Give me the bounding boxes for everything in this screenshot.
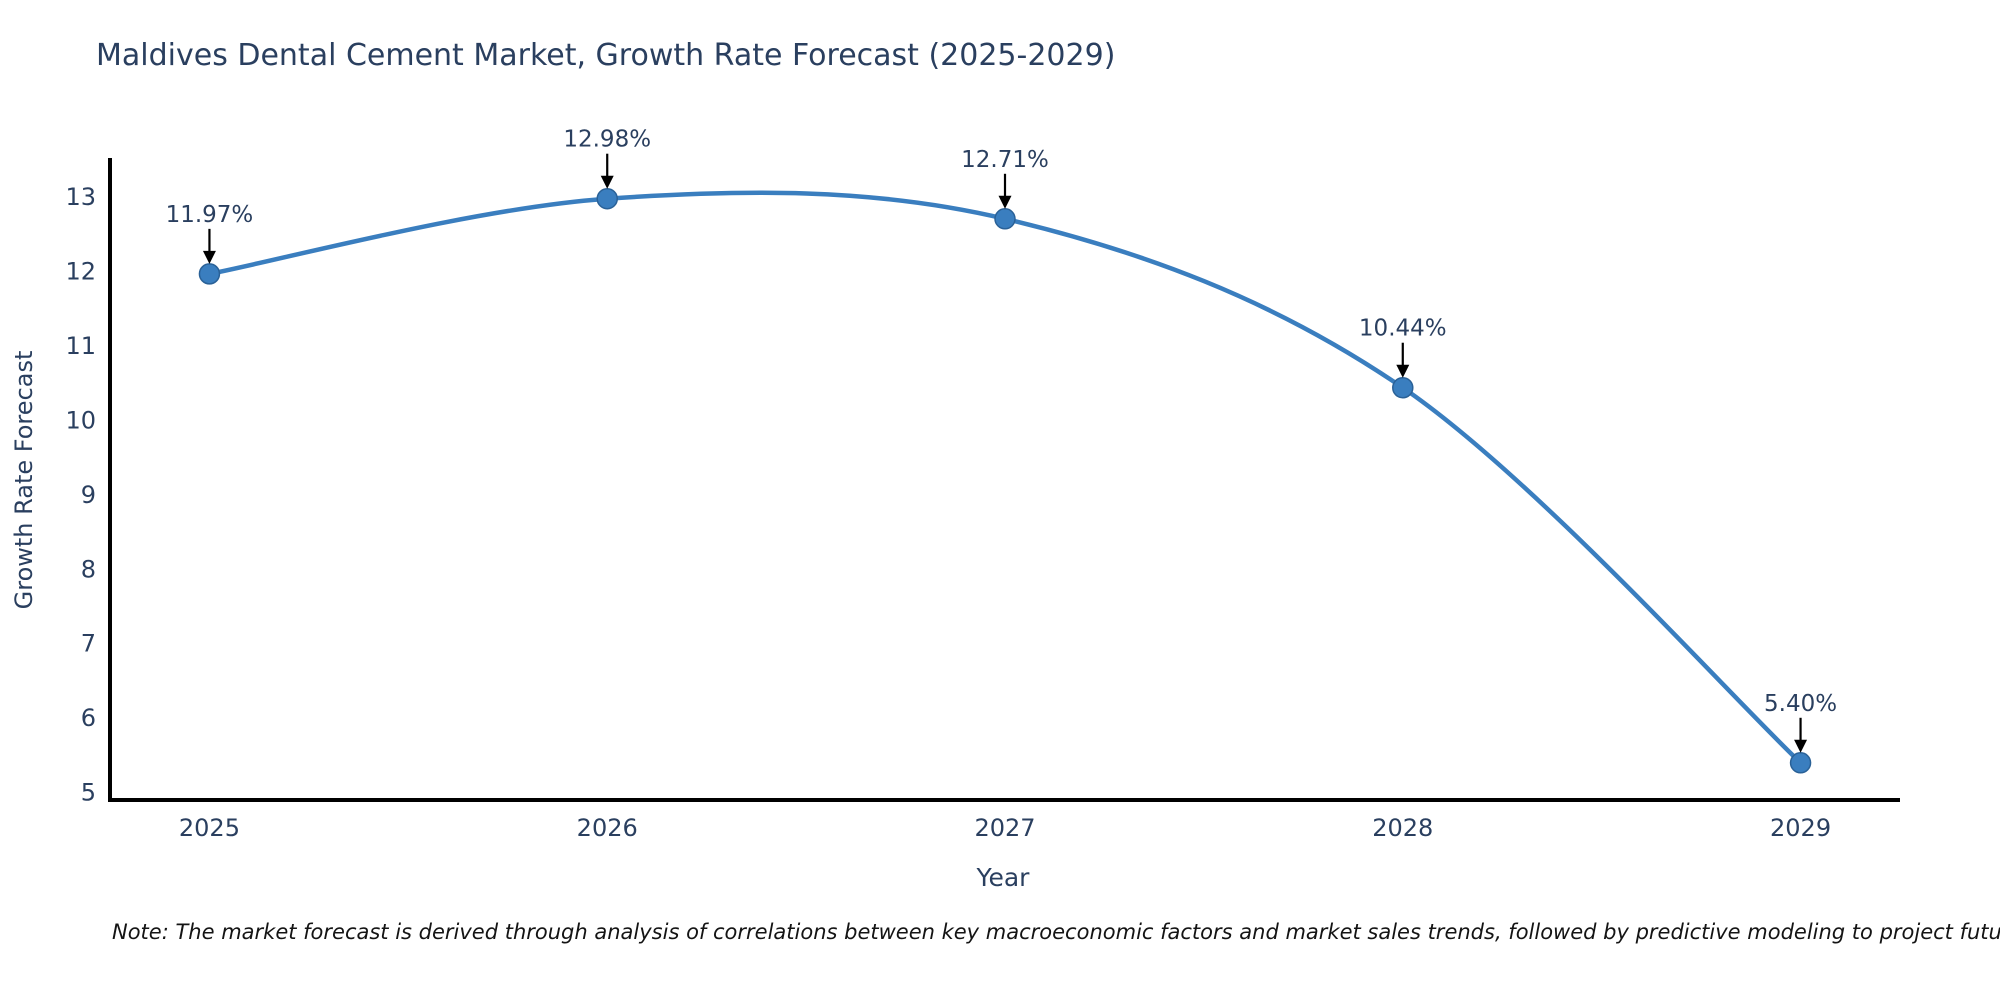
footnote: Note: The market forecast is derived thr… — [112, 920, 2000, 944]
y-tick-label: 5 — [81, 779, 96, 807]
x-tick-label: 2028 — [1372, 814, 1433, 842]
y-tick-label: 11 — [65, 332, 96, 360]
y-tick-label: 6 — [81, 704, 96, 732]
x-tick-label: 2025 — [179, 814, 240, 842]
annotation-arrowhead — [1794, 739, 1808, 753]
annotation-arrowhead — [998, 195, 1012, 209]
data-point-marker — [198, 263, 221, 285]
annotation-label: 12.71% — [961, 147, 1049, 173]
annotation-label: 12.98% — [563, 127, 651, 153]
y-tick-label: 8 — [81, 555, 96, 583]
x-axis-title: Year — [976, 863, 1031, 892]
data-point-marker — [1789, 752, 1812, 774]
y-tick-label: 13 — [65, 183, 96, 211]
annotation-arrowhead — [1396, 364, 1410, 378]
y-tick-label: 9 — [81, 481, 96, 509]
data-point-marker — [994, 208, 1016, 230]
y-axis-title: Growth Rate Forecast — [10, 351, 38, 610]
annotation-label: 11.97% — [166, 202, 254, 228]
x-tick-label: 2026 — [577, 814, 638, 842]
annotation-label: 5.40% — [1764, 691, 1837, 717]
x-tick-label: 2027 — [974, 814, 1035, 842]
trend-line — [207, 190, 1803, 766]
y-tick-label: 10 — [65, 406, 96, 434]
data-point-marker — [1392, 376, 1414, 399]
annotation-label: 10.44% — [1359, 316, 1447, 342]
annotation-arrowhead — [600, 175, 614, 189]
data-point-marker — [596, 187, 618, 210]
chart-title: Maldives Dental Cement Market, Growth Ra… — [96, 38, 1116, 73]
x-tick-label: 2029 — [1770, 814, 1831, 842]
y-tick-label: 12 — [65, 258, 96, 286]
annotation-arrowhead — [202, 250, 216, 264]
y-tick-label: 7 — [81, 630, 96, 658]
